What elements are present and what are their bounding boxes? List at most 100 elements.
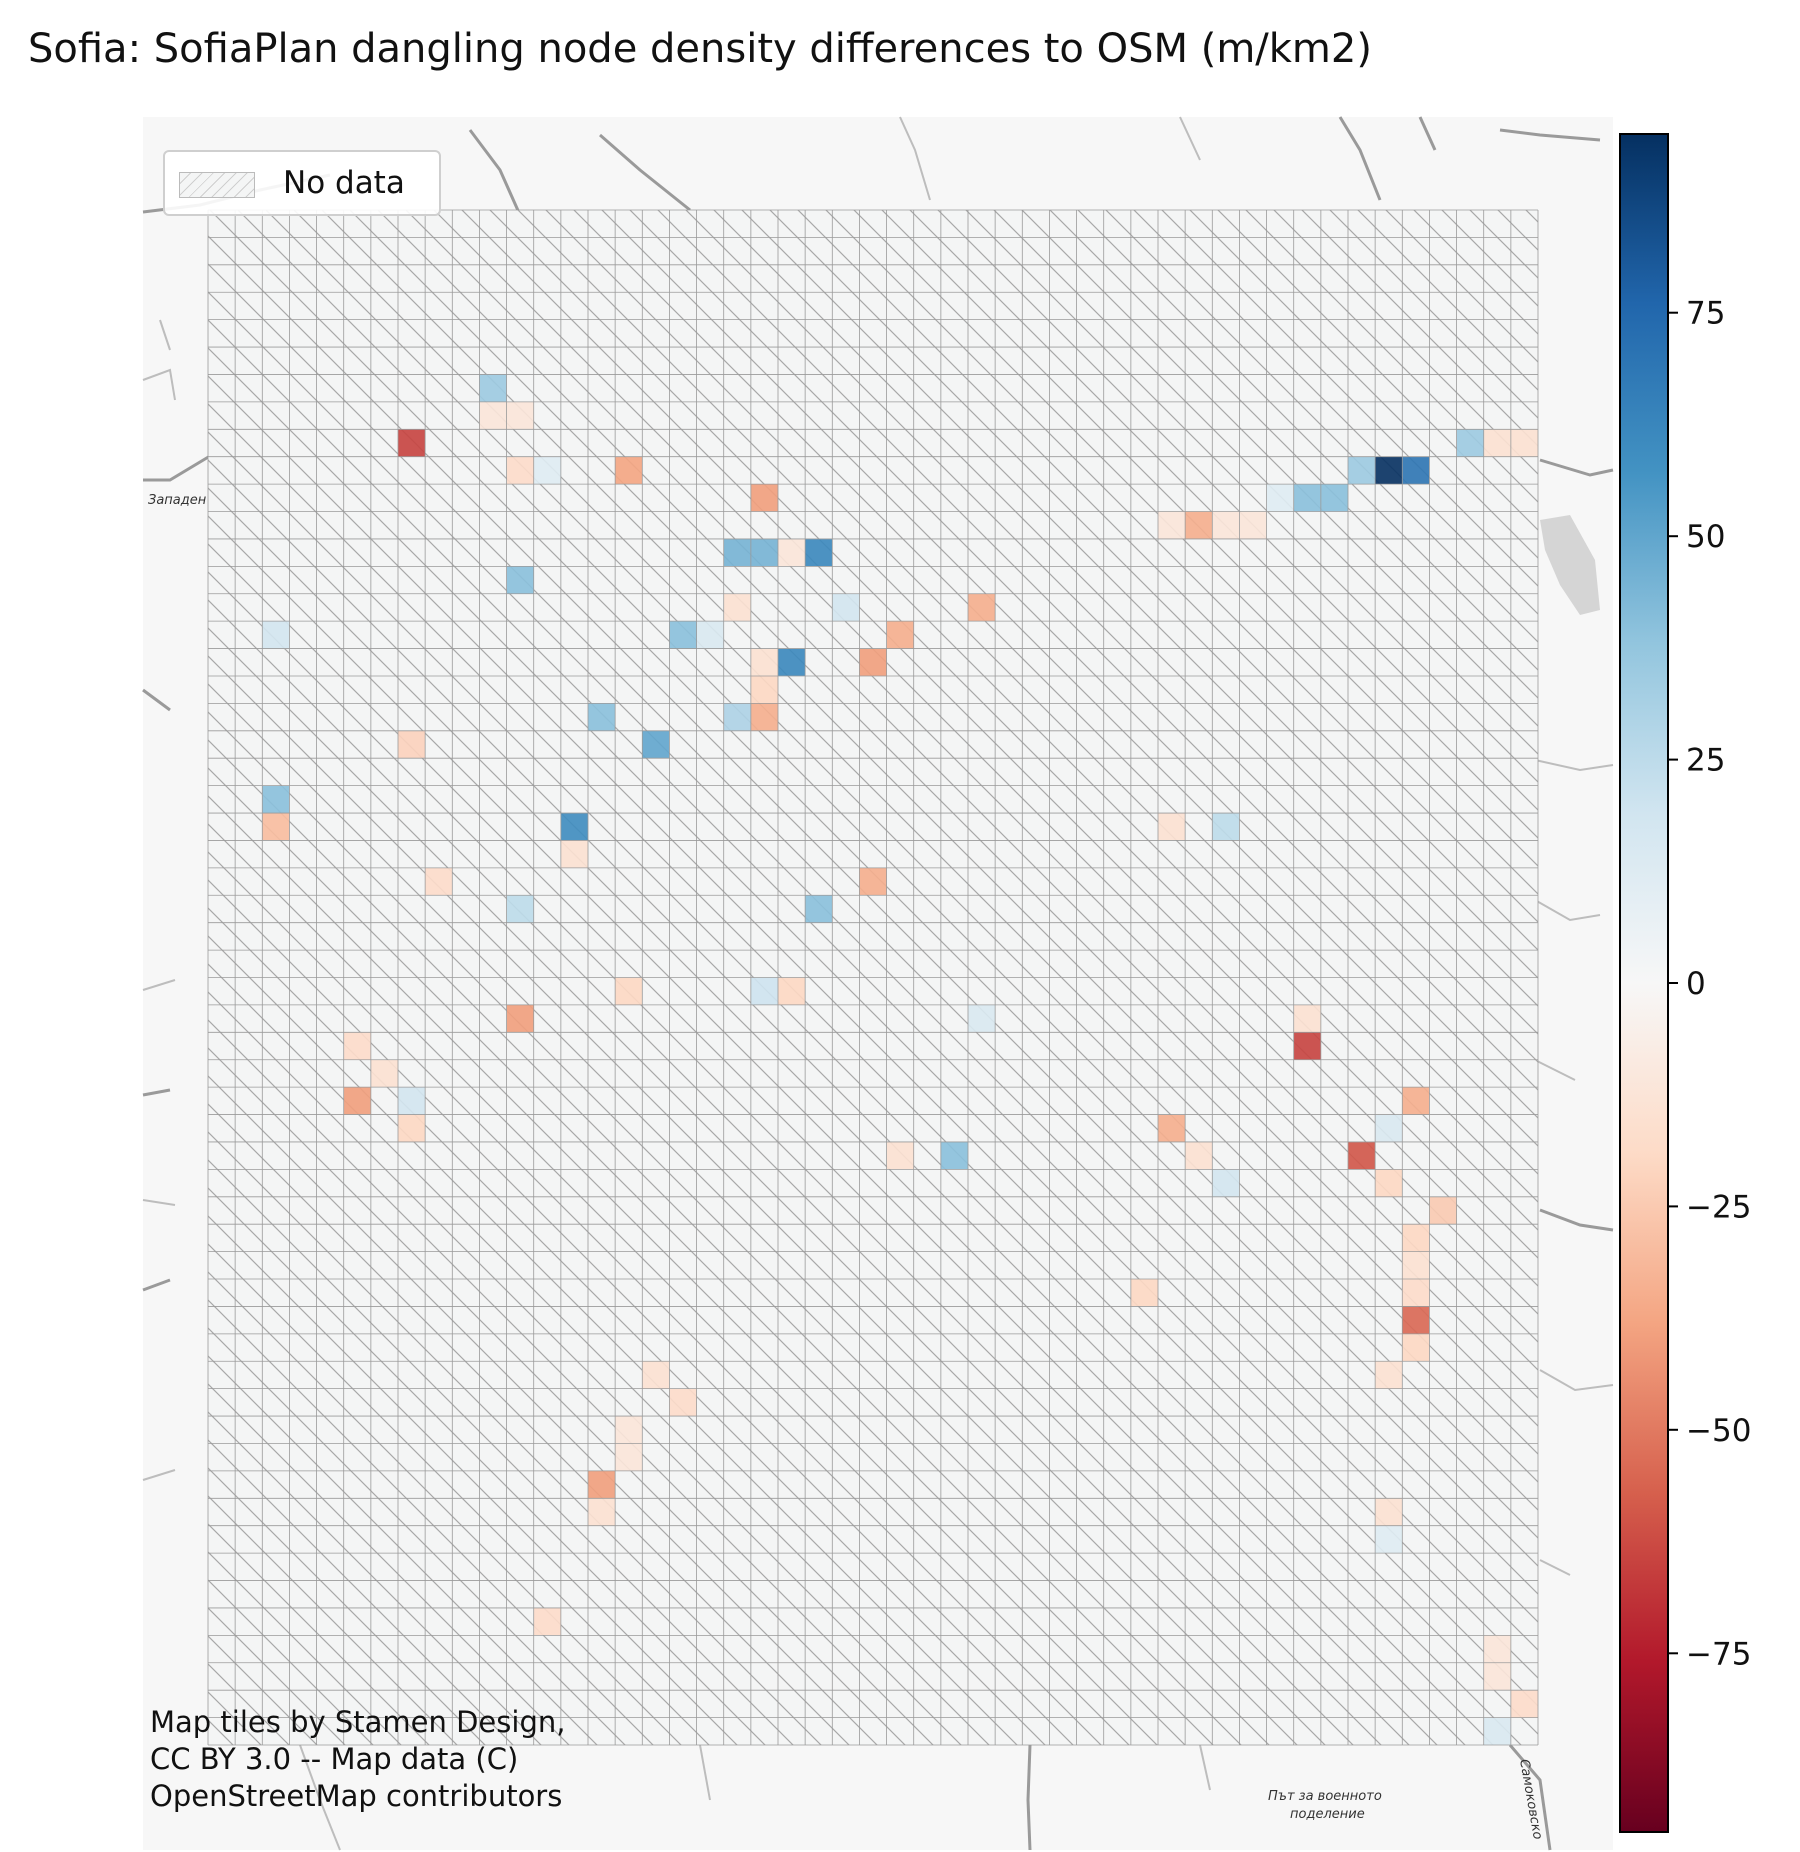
density-cell [832,593,860,622]
grid-lines [207,209,1539,1746]
density-cell [859,867,887,896]
density-cell [343,1032,371,1060]
colorbar-tick-label: 50 [1686,519,1725,555]
density-cell [1212,511,1240,539]
density-cell [1375,1525,1403,1554]
density-cell [1483,429,1511,457]
place-label: поделение [1290,1807,1365,1822]
basemap-roads [142,116,1614,1851]
density-cell [940,1141,968,1170]
density-cell [886,1141,914,1170]
density-cell [750,977,778,1005]
density-cell [1375,1114,1403,1142]
density-cell [1185,511,1213,539]
attribution-line: Map tiles by Stamen Design, [150,1705,566,1739]
density-cell [560,840,588,868]
density-cell [669,1388,697,1417]
density-cell [1483,1662,1511,1691]
density-cell [669,621,697,649]
density-cell [1510,429,1538,457]
density-cell [479,401,507,430]
density-cell [506,1004,534,1033]
basemap-water-body [1540,515,1600,615]
density-cell [533,1607,561,1636]
study-area [207,209,1539,1746]
density-cell [506,456,534,485]
density-cell [1375,1361,1403,1389]
density-cell [778,977,806,1005]
density-cell [1483,1717,1511,1745]
density-cell [968,1004,996,1033]
density-cell [425,867,453,896]
density-cell [642,1361,670,1389]
density-cell [750,675,778,704]
density-cell [1402,1251,1430,1280]
map-title: Sofia: SofiaPlan dangling node density d… [28,26,1372,72]
density-cell [1402,456,1430,485]
density-cell [615,977,643,1005]
density-cell [615,1443,643,1471]
density-cell [615,1416,643,1444]
density-cell [886,621,914,649]
density-cell [560,813,588,841]
density-cell [1212,813,1240,841]
basemap-streets [142,116,1614,1851]
density-cell [1456,429,1484,457]
density-cell [778,648,806,676]
no-data-swatch [179,172,255,198]
density-cell [398,730,426,759]
density-cell [1130,1279,1158,1307]
density-cell [506,895,534,923]
density-cell [1402,1224,1430,1252]
grid-line-path [207,209,1539,1746]
density-cell [723,703,751,731]
density-cell [1348,456,1376,485]
density-cell [588,703,616,731]
density-cell [1266,484,1294,512]
data-cells [262,374,1538,1745]
density-cell [1402,1306,1430,1334]
density-cell [398,1114,426,1142]
attribution: Map tiles by Stamen Design, CC BY 3.0 --… [150,1704,565,1815]
attribution-line: OpenStreetMap contributors [150,1779,563,1813]
place-label: Път за военното [1268,1789,1382,1804]
attribution-line: CC BY 3.0 -- Map data (C) [150,1742,519,1776]
density-cell [1158,511,1186,539]
colorbar-tick-label: −25 [1686,1189,1751,1225]
legend: No data [163,150,441,216]
density-cell [615,456,643,485]
density-cell [1510,1690,1538,1718]
density-cell [1320,484,1348,512]
density-cell [750,538,778,567]
density-cell [723,538,751,567]
colorbar-tick-label: 75 [1686,296,1725,332]
colorbar-gradient [1620,134,1668,1832]
density-cell [750,703,778,731]
density-cell [859,648,887,676]
density-cell [778,538,806,567]
density-cell [1483,1635,1511,1663]
density-cell [343,1087,371,1115]
density-cell [723,593,751,622]
density-cell [1158,813,1186,841]
density-cell [1375,456,1403,485]
density-cell [1158,1114,1186,1142]
density-cell [588,1470,616,1499]
density-cell [262,785,290,814]
colorbar-tick-label: −50 [1686,1413,1751,1449]
density-cell [1402,1087,1430,1115]
colorbar-tick-label: −75 [1686,1636,1751,1672]
colorbar-ticks: 75 50 25 0 −25 −50 −75 [1668,296,1751,1672]
density-cell [1293,1004,1321,1033]
density-cell [398,1087,426,1115]
density-cell [506,401,534,430]
density-cell [533,456,561,485]
density-cell [262,813,290,841]
density-cell [750,484,778,512]
colorbar-tick-label: 0 [1686,966,1706,1002]
legend-label: No data [283,165,405,201]
density-cell [1293,1032,1321,1060]
density-cell [1375,1169,1403,1197]
density-cell [696,621,724,649]
